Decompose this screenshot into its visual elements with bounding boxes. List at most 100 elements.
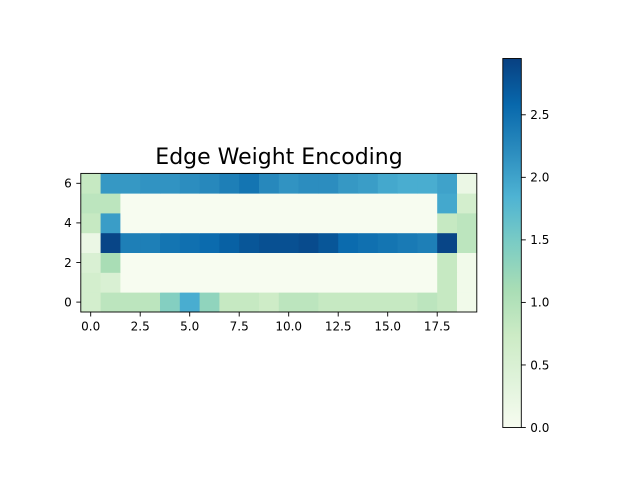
heatmap-cell [298,193,319,214]
heatmap-cell [397,252,418,273]
heatmap-cell [160,232,181,253]
heatmap-cell [259,213,280,234]
x-tick-label: 12.5 [325,320,352,334]
heatmap-cell [219,193,240,214]
heatmap-cell [199,173,220,194]
x-tick-label: 10.0 [275,320,302,334]
heatmap-cell [120,252,141,273]
heatmap-cell [278,232,299,253]
heatmap-cell [397,213,418,234]
heatmap-cell [100,213,121,234]
heatmap-cell [259,232,280,253]
x-tick-label: 17.5 [424,320,451,334]
heatmap-cell [140,292,161,313]
colorbar-tick-label: 0.5 [530,358,549,372]
heatmap-cell [397,193,418,214]
heatmap-cell [80,213,101,234]
heatmap-cell [358,272,379,293]
heatmap-cell [239,193,260,214]
heatmap-cell [338,272,359,293]
heatmap-cell [298,272,319,293]
colorbar [502,58,522,428]
heatmap-cell [239,173,260,194]
heatmap-cell [160,213,181,234]
heatmap-cell [298,292,319,313]
heatmap-cell [100,232,121,253]
heatmap-cell [120,232,141,253]
heatmap-cell [318,193,339,214]
heatmap-cell [298,173,319,194]
heatmap-cell [80,252,101,273]
heatmap-cell [120,292,141,313]
heatmap-cell [437,232,458,253]
heatmap-cell [318,213,339,234]
heatmap-cell [377,213,398,234]
heatmap-cell [417,193,438,214]
y-axis: 0 2 4 6 [64,177,81,309]
heatmap-cell [377,272,398,293]
heatmap-cell [100,252,121,273]
heatmap-cell [338,173,359,194]
colorbar-tick-label: 2.5 [530,108,549,122]
heatmap-cell [358,292,379,313]
heatmap-cell [318,292,339,313]
heatmap-cell [259,272,280,293]
heatmap-cell [437,173,458,194]
heatmap-cell [219,272,240,293]
heatmap-cell [140,213,161,234]
heatmap-cell [199,193,220,214]
heatmap-cell [318,173,339,194]
heatmap-cell [278,213,299,234]
heatmap-cell [239,232,260,253]
heatmap-cell [100,292,121,313]
heatmap-cell [140,232,161,253]
heatmap-cell [417,272,438,293]
heatmap-cell [437,193,458,214]
heatmap-cell [179,292,200,313]
heatmap-cell [417,232,438,253]
heatmap-cell [457,272,478,293]
heatmap-cell [338,193,359,214]
heatmap-cell [338,252,359,273]
heatmap-cell [318,252,339,273]
colorbar-tick-label: 1.0 [530,296,549,310]
heatmap-cell [417,292,438,313]
heatmap-cell [457,213,478,234]
heatmap-cell [120,272,141,293]
heatmap-cell [259,292,280,313]
heatmap-cell [457,173,478,194]
heatmap-cell [358,232,379,253]
heatmap-cell [338,232,359,253]
heatmap-cell [179,193,200,214]
x-tick-label: 7.5 [230,320,249,334]
heatmap-cell [219,292,240,313]
heatmap-cell [397,292,418,313]
heatmap-cell [239,213,260,234]
x-tick-label: 2.5 [131,320,150,334]
heatmap-cell [417,252,438,273]
heatmap-cell [358,193,379,214]
heatmap-cell [239,272,260,293]
colorbar-tick-label: 2.0 [530,171,549,185]
heatmap-cell [140,193,161,214]
heatmap-cell [377,292,398,313]
heatmap-cell [298,213,319,234]
heatmap-cell [120,173,141,194]
x-tick-label: 15.0 [374,320,401,334]
heatmap-cell [160,173,181,194]
heatmap-cell [120,193,141,214]
heatmap-cell [199,272,220,293]
heatmap-cell [278,193,299,214]
heatmap-cell [219,213,240,234]
heatmap-cell [179,252,200,273]
y-tick-label: 4 [64,216,72,230]
x-axis: 0.0 2.5 5.0 7.5 10.0 12.5 15.0 17.5 [81,312,451,334]
heatmap-cell [239,252,260,273]
heatmap-cell [140,272,161,293]
heatmap-cell [80,193,101,214]
heatmap-cell [100,193,121,214]
heatmap-cell [120,213,141,234]
heatmap-cell [377,232,398,253]
heatmap-cell [318,232,339,253]
